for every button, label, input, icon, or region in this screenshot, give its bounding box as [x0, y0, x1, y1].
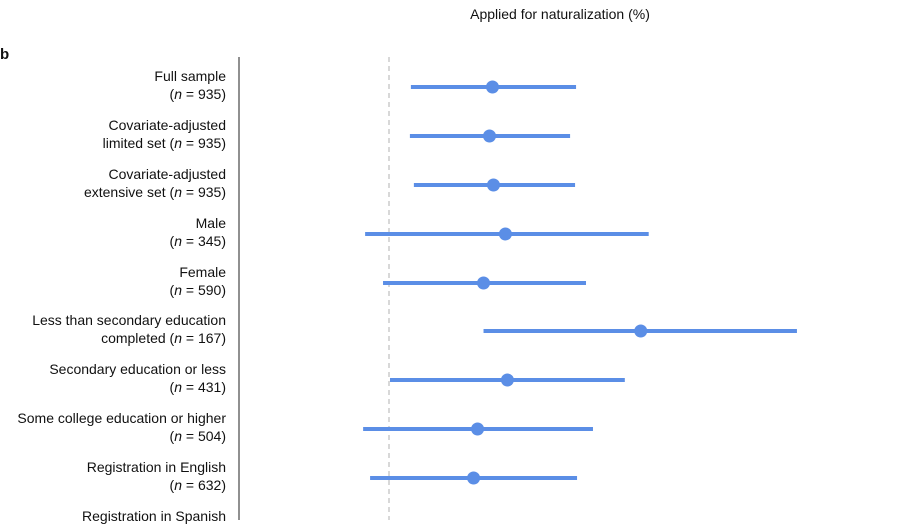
row-label: Registration in English (n = 632): [87, 458, 226, 494]
x-axis-title: Applied for naturalization (%): [470, 6, 650, 22]
point-estimate: [634, 324, 648, 338]
row-label: Covariate-adjusted extensive set (n = 935…: [84, 165, 226, 201]
point-estimate: [482, 129, 496, 143]
row-label: Full sample (n = 935): [154, 67, 226, 103]
row-label: Female (n = 590): [170, 263, 226, 299]
row-label-text: Secondary education or less: [49, 361, 226, 377]
row-sample-size: limited set (n = 935): [102, 135, 226, 151]
row-label-text: Registration in Spanish: [82, 508, 226, 524]
row-label-text: Less than secondary education: [32, 312, 226, 328]
row-label-text: Male: [195, 215, 226, 231]
row-sample-size: (n = 590): [169, 282, 226, 298]
row-label: Male (n = 345): [170, 214, 226, 250]
row-sample-size: (n = 345): [169, 233, 226, 249]
point-estimate: [471, 422, 485, 436]
row-sample-size: (n = 431): [169, 379, 226, 395]
row-label-text: Registration in English: [86, 459, 226, 475]
row-sample-size: (n = 632): [169, 477, 226, 493]
row-label: Covariate-adjusted limited set (n = 935): [103, 116, 226, 152]
panel-label: b: [0, 46, 10, 63]
point-estimate: [486, 178, 500, 192]
row-sample-size: (n = 935): [169, 86, 226, 102]
row-label: Less than secondary education completed (…: [32, 311, 226, 347]
row-label-text: Covariate-adjusted: [108, 166, 226, 182]
point-estimate: [485, 80, 499, 94]
row-label-text: Some college education or higher: [17, 410, 226, 426]
point-estimate: [498, 227, 512, 241]
point-estimate: [500, 373, 514, 387]
row-label: Registration in Spanish: [82, 507, 226, 525]
row-label-text: Female: [179, 264, 226, 280]
point-estimate: [467, 471, 481, 485]
row-sample-size: completed (n = 167): [101, 330, 226, 346]
row-sample-size: extensive set (n = 935): [83, 184, 226, 200]
point-estimate: [477, 276, 491, 290]
row-label: Secondary education or less (n = 431): [49, 360, 226, 396]
row-label: Some college education or higher (n = 504…: [17, 409, 226, 445]
row-label-text: Full sample: [154, 68, 226, 84]
row-label-text: Covariate-adjusted: [108, 117, 226, 133]
forest-marks: [363, 80, 797, 485]
row-sample-size: (n = 504): [169, 428, 226, 444]
